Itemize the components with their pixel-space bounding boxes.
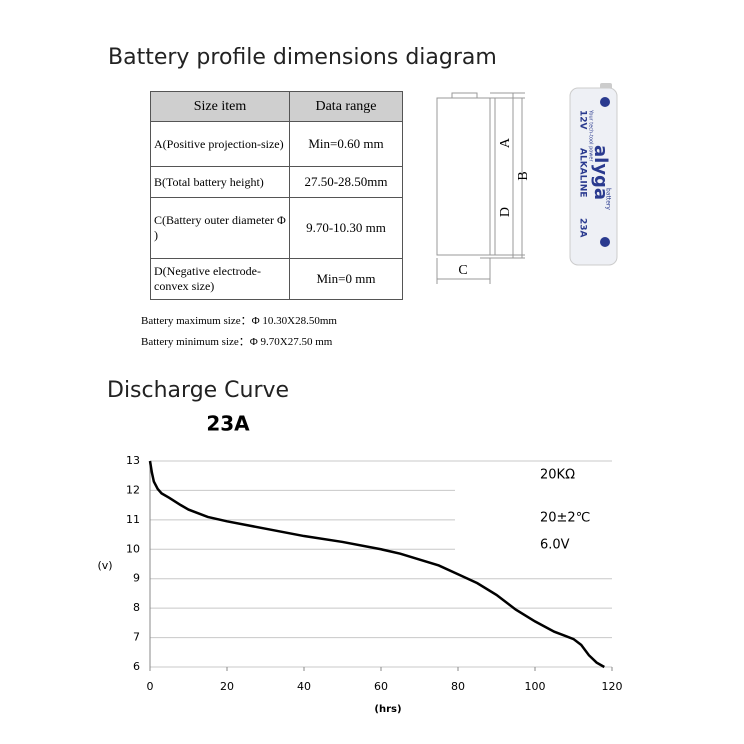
table-cell: A(Positive projection-size) — [150, 121, 290, 167]
x-tick-label: 60 — [374, 680, 388, 693]
table-cell: 9.70-10.30 mm — [289, 197, 403, 259]
x-tick-label: 120 — [602, 680, 623, 693]
annotation-box — [455, 463, 612, 558]
photo-text: ALKALINE — [578, 148, 588, 197]
table-row: D(Negative electrode-convex size) Min=0 m… — [150, 258, 403, 300]
battery-photo — [569, 83, 618, 266]
y-tick-label: 6 — [133, 660, 140, 673]
annotation: 20±2℃ — [540, 511, 590, 526]
table-cell: Size item — [150, 91, 290, 122]
table-cell: 27.50-28.50mm — [289, 166, 403, 198]
x-tick-label: 80 — [451, 680, 465, 693]
photo-text: 23A — [578, 218, 588, 238]
y-tick-label: 8 — [133, 601, 140, 614]
x-tick-label: 100 — [525, 680, 546, 693]
dim-label: A — [498, 137, 513, 148]
section-title: Battery profile dimensions diagram — [108, 45, 497, 70]
annotation: 6.0V — [540, 538, 570, 553]
dim-label: B — [516, 171, 531, 180]
table-cell: Min=0 mm — [289, 258, 403, 300]
annotation: 20KΩ — [540, 468, 575, 483]
y-tick-label: 7 — [133, 631, 140, 644]
x-axis-label: (hrs) — [374, 704, 401, 715]
table-cell: C(Battery outer diameter Φ ) — [150, 197, 290, 259]
table-row: Size item Data range — [150, 91, 403, 122]
table-row: A(Positive projection-size) Min=0.60 mm — [150, 121, 403, 167]
y-tick-label: 10 — [126, 542, 140, 555]
dim-label: D — [498, 207, 513, 217]
curve — [148, 460, 605, 669]
photo-text: 12V — [578, 110, 588, 130]
note: Battery minimum size：Φ 9.70X27.50 mm — [141, 336, 333, 348]
table-row: B(Total battery height) 27.50-28.50mm — [150, 166, 403, 198]
table-row: C(Battery outer diameter Φ ) 9.70-10.30 m… — [150, 197, 403, 259]
chart-title: 23A — [206, 412, 250, 436]
x-tick-label: 0 — [147, 680, 154, 693]
note: Battery maximum size：Φ 10.30X28.50mm — [141, 315, 337, 327]
x-tick-label: 40 — [297, 680, 311, 693]
battery-outline — [436, 92, 525, 284]
y-tick-label: 13 — [126, 454, 140, 467]
photo-brand: alyga — [590, 145, 611, 200]
section-title: Discharge Curve — [107, 378, 289, 403]
x-tick-label: 20 — [220, 680, 234, 693]
y-tick-label: 11 — [126, 513, 140, 526]
table-cell: B(Total battery height) — [150, 166, 290, 198]
dim-label: C — [458, 263, 467, 278]
photo-text: Your tech-tool power — [588, 109, 594, 162]
y-axis-label: (v) — [97, 559, 112, 572]
y-tick-label: 9 — [133, 572, 140, 585]
y-tick-label: 12 — [126, 483, 140, 496]
table-cell: Min=0.60 mm — [289, 121, 403, 167]
photo-text: battery — [605, 188, 612, 210]
table-cell: D(Negative electrode-convex size) — [150, 258, 290, 300]
size-table: Size item Data range A(Positive projection… — [150, 91, 403, 300]
table-cell: Data range — [289, 91, 403, 122]
